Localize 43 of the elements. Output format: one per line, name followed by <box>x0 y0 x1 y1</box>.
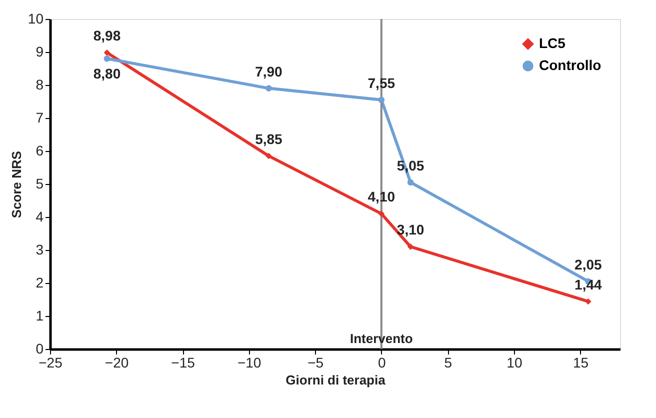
point <box>585 298 592 305</box>
point <box>266 85 272 92</box>
x-tick-label: −10 <box>237 354 262 370</box>
y-tick-label: 7 <box>36 110 44 126</box>
data-label: 5,85 <box>255 130 283 147</box>
point <box>378 96 385 104</box>
x-tick-label: −25 <box>38 354 63 370</box>
y-tick-label: 8 <box>36 76 44 92</box>
x-tick-label: −5 <box>308 354 324 370</box>
y-tick-label: 2 <box>36 274 44 290</box>
data-label: 3,10 <box>396 222 424 238</box>
data-label: 8,80 <box>93 66 121 82</box>
point <box>104 50 110 56</box>
point <box>407 244 414 250</box>
legend-label: LC5 <box>539 35 566 51</box>
x-axis-title: Giorni di terapia <box>286 372 386 388</box>
x-tick-label: 0 <box>378 354 386 370</box>
x-tick-label: 10 <box>506 354 522 370</box>
x-tick-label: −20 <box>104 354 129 370</box>
ref-line-label: Intervento <box>350 331 413 346</box>
y-tick-label: 9 <box>36 44 44 60</box>
legend-label: Controllo <box>539 57 602 73</box>
point <box>407 179 414 186</box>
x-tick-label: 5 <box>444 354 452 370</box>
data-label: 7,90 <box>255 63 283 80</box>
y-tick-label: 4 <box>36 208 44 224</box>
data-label: 4,10 <box>368 188 396 205</box>
point <box>266 152 272 160</box>
y-tick-label: 3 <box>36 242 44 258</box>
data-label: 1,44 <box>574 276 602 292</box>
y-axis-title: Score NRS <box>8 150 24 218</box>
x-tick-label: 15 <box>572 354 589 370</box>
y-tick-label: 10 <box>28 10 44 26</box>
y-tick-label: 0 <box>36 340 44 356</box>
data-label: 2,05 <box>574 256 602 272</box>
data-label: 7,55 <box>368 74 396 91</box>
x-tick-label: −15 <box>171 354 196 370</box>
point <box>104 55 110 62</box>
y-tick-label: 5 <box>36 176 44 192</box>
y-tick-label: 6 <box>36 142 44 158</box>
data-label: 8,98 <box>93 28 121 44</box>
y-tick-label: 1 <box>36 308 44 324</box>
point <box>378 210 385 217</box>
